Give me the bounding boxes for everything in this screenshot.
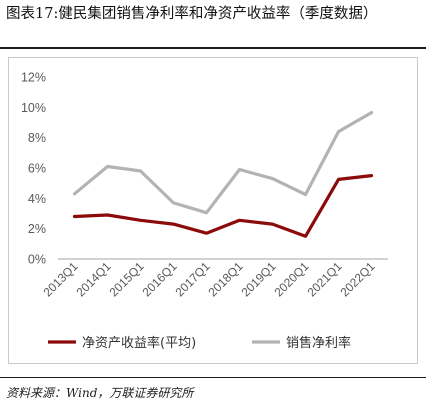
x-tick-label: 2021Q1 — [305, 259, 345, 299]
x-tick-label: 2016Q1 — [140, 259, 180, 299]
x-tick-label: 2015Q1 — [107, 259, 147, 299]
y-tick-label: 4% — [28, 192, 46, 206]
source-note: 资料来源：Wind，万联证券研究所 — [6, 386, 194, 400]
x-tick-label: 2013Q1 — [41, 259, 81, 299]
y-tick-label: 10% — [21, 101, 46, 115]
y-tick-label: 0% — [28, 253, 46, 267]
x-tick-label: 2019Q1 — [239, 259, 279, 299]
y-tick-label: 6% — [28, 162, 46, 176]
legend-label-npm: 销售净利率 — [286, 335, 351, 351]
legend-label-roe: 净资产收益率(平均) — [82, 335, 196, 351]
y-tick-label: 12% — [21, 71, 46, 85]
npm-series-line — [72, 110, 374, 215]
line-chart: 0% 2% 4% 6% 8% 10% 12% 2013Q12014Q12015Q12016Q1… — [21, 71, 388, 351]
roe-series-line — [72, 174, 374, 238]
figure-title: 图表17:健民集团销售净利率和净资产收益率（季度数据） — [6, 6, 378, 22]
title-divider — [0, 47, 426, 49]
x-tick-label: 2017Q1 — [173, 259, 213, 299]
chart-frame — [8, 57, 418, 364]
y-tick-label: 2% — [28, 222, 46, 236]
x-tick-label: 2020Q1 — [272, 259, 312, 299]
x-tick-label: 2018Q1 — [206, 259, 246, 299]
x-tick-label: 2014Q1 — [74, 259, 114, 299]
y-tick-label: 8% — [28, 131, 46, 145]
footer-divider — [0, 377, 426, 378]
x-tick-label: 2022Q1 — [338, 259, 378, 299]
